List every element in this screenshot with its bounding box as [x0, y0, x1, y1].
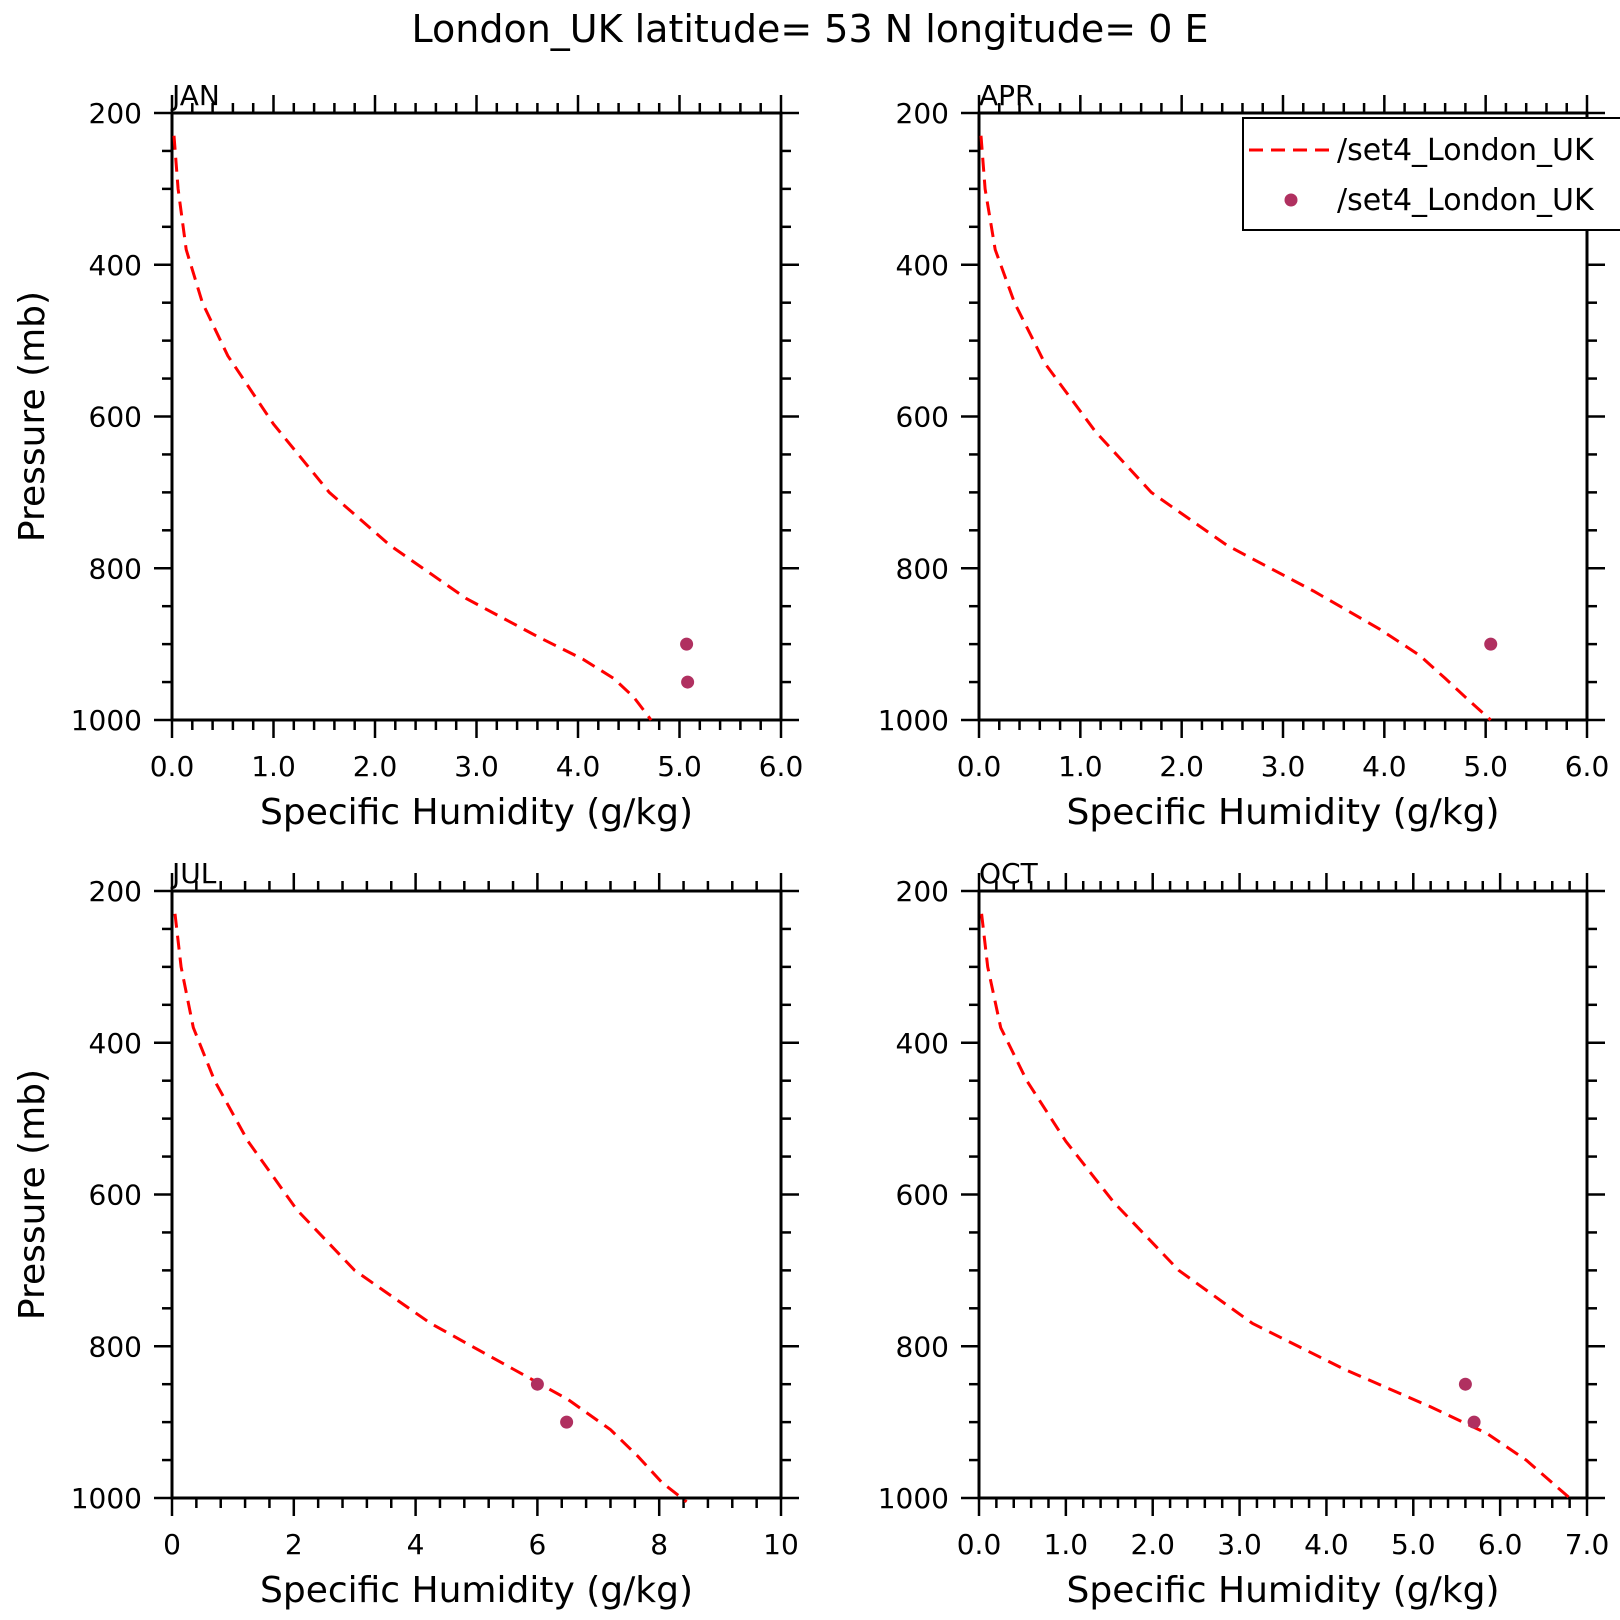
panel-oct: OCT 0.0 1.0 2.0 3.0 4.0 5.0 6.0 7.0 200 400 600 800 1… [878, 857, 1610, 1611]
model-profile-line [979, 135, 1492, 722]
x-tick-label: 5.0 [1463, 750, 1508, 783]
x-tick-label: 5.0 [657, 750, 702, 783]
y-tick-label: 1000 [71, 1482, 142, 1515]
x-tick-label: 4.0 [1362, 750, 1407, 783]
model-profile-line [173, 913, 688, 1503]
y-tick-label: 800 [896, 1330, 949, 1363]
x-tick-label: 8 [650, 1528, 668, 1561]
x-tick-label: 10 [763, 1528, 799, 1561]
model-profile-line [980, 913, 1575, 1503]
x-tick-label: 2.0 [353, 750, 398, 783]
legend-label-obs: /set4_London_UK [1337, 183, 1595, 218]
x-tick-label: 1.0 [251, 750, 296, 783]
x-tick-label: 3.0 [454, 750, 499, 783]
panel-label: JUL [170, 857, 217, 890]
x-tick-label: 4.0 [1304, 1528, 1349, 1561]
legend-box [1242, 117, 1620, 231]
y-tick-label: 200 [896, 97, 949, 130]
y-tick-label: 400 [896, 1027, 949, 1060]
x-tick-label: 6.0 [1565, 750, 1610, 783]
y-tick-label: 1000 [878, 704, 949, 737]
x-tick-label: 0.0 [150, 750, 195, 783]
y-tick-label: 400 [896, 249, 949, 282]
y-tick-label: 800 [89, 1330, 142, 1363]
x-tick-label: 4.0 [556, 750, 601, 783]
y-tick-label: 400 [89, 249, 142, 282]
observation-point [560, 1415, 574, 1429]
y-tick-label: 600 [89, 1179, 142, 1212]
y-axis-label: Pressure (mb) [12, 1069, 53, 1320]
y-tick-label: 600 [896, 1179, 949, 1212]
y-axis-label: Pressure (mb) [12, 291, 53, 542]
x-tick-label: 0.0 [957, 1528, 1002, 1561]
y-tick-label: 200 [896, 875, 949, 908]
y-tick-label: 600 [896, 401, 949, 434]
figure-title: London_UK latitude= 53 N longitude= 0 E [412, 7, 1209, 51]
x-tick-label: 2 [285, 1528, 303, 1561]
x-tick-label: 6.0 [759, 750, 804, 783]
y-tick-label: 200 [89, 97, 142, 130]
observation-point [680, 637, 694, 651]
x-tick-label: 2.0 [1130, 1528, 1175, 1561]
panel-label: OCT [979, 857, 1039, 890]
x-axis-label: Specific Humidity (g/kg) [260, 1570, 693, 1611]
panel-label: APR [979, 79, 1035, 112]
x-tick-label: 7.0 [1565, 1528, 1610, 1561]
x-tick-label: 2.0 [1159, 750, 1204, 783]
x-axis-label: Specific Humidity (g/kg) [260, 792, 693, 833]
observation-point [530, 1377, 544, 1391]
y-tick-label: 600 [89, 401, 142, 434]
y-tick-label: 400 [89, 1027, 142, 1060]
panel-apr: APR 0.0 1.0 2.0 3.0 4.0 5.0 6.0 200 400 600 800 1000… [878, 79, 1610, 833]
x-tick-label: 0 [163, 1528, 181, 1561]
x-tick-label: 1.0 [1044, 1528, 1089, 1561]
x-tick-label: 4 [407, 1528, 425, 1561]
x-tick-label: 3.0 [1217, 1528, 1262, 1561]
y-tick-label: 1000 [71, 704, 142, 737]
y-tick-label: 800 [896, 552, 949, 585]
observation-point [681, 675, 695, 689]
legend-marker-sample [1284, 193, 1298, 207]
y-tick-label: 1000 [878, 1482, 949, 1515]
plot-frame [977, 889, 1589, 1500]
observation-point [1458, 1377, 1472, 1391]
model-profile-line [172, 135, 653, 721]
x-tick-label: 1.0 [1058, 750, 1103, 783]
y-tick-label: 200 [89, 875, 142, 908]
legend: /set4_London_UK/set4_London_UK [1242, 117, 1620, 231]
x-axis-label: Specific Humidity (g/kg) [1066, 1570, 1499, 1611]
legend-label-model: /set4_London_UK [1337, 133, 1595, 168]
x-tick-label: 5.0 [1391, 1528, 1436, 1561]
panel-jul: JUL 0 2 4 6 8 10 200 400 600 800 1000 Specific Humid… [12, 857, 799, 1611]
observation-point [1484, 637, 1498, 651]
x-tick-label: 3.0 [1261, 750, 1306, 783]
x-tick-label: 6.0 [1478, 1528, 1523, 1561]
x-tick-label: 0.0 [957, 750, 1002, 783]
observation-point [1467, 1415, 1481, 1429]
plot-frame [170, 111, 783, 722]
y-tick-label: 800 [89, 552, 142, 585]
plot-frame [170, 889, 783, 1500]
x-tick-label: 6 [528, 1528, 546, 1561]
x-axis-label: Specific Humidity (g/kg) [1066, 792, 1499, 833]
